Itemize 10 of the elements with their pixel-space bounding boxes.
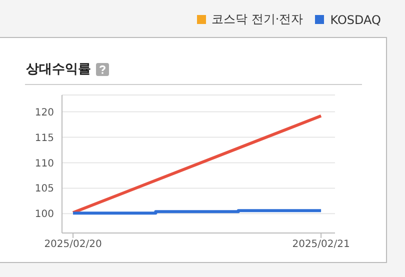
y-tick-label: 120 xyxy=(34,107,54,118)
chart-title: 상대수익률 xyxy=(26,61,91,78)
y-tick-label: 115 xyxy=(34,132,54,144)
x-tick-label: 2025/02/21 xyxy=(292,239,350,250)
y-tick-label: 100 xyxy=(34,209,54,220)
y-tick-label: 105 xyxy=(34,184,54,195)
legend-label: 코스닥 전기·전자 xyxy=(212,11,304,28)
y-tick-label: 110 xyxy=(34,158,54,170)
legend-label: KOSDAQ xyxy=(330,12,381,26)
x-tick-label: 2025/02/20 xyxy=(44,239,102,250)
